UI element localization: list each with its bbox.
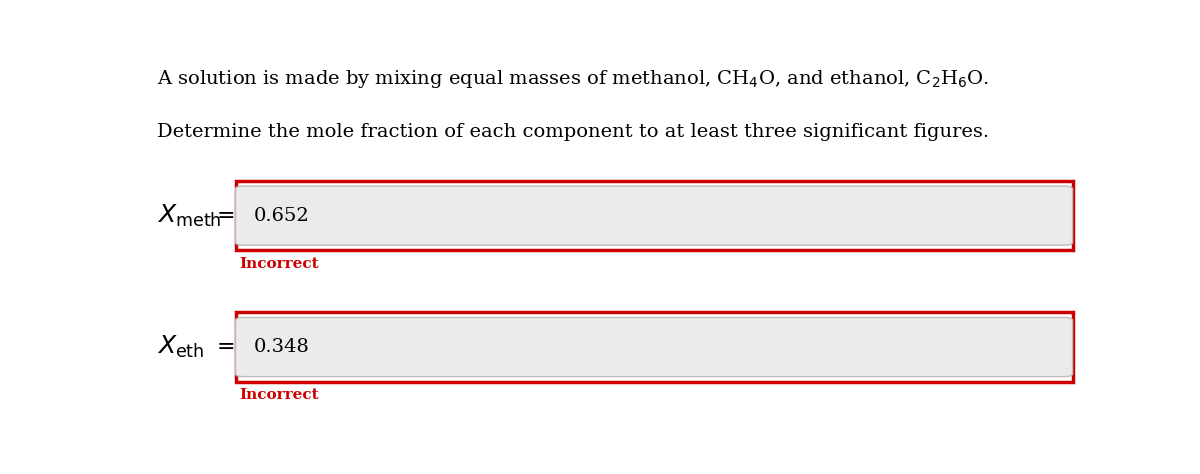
Text: $X_{\mathrm{meth}}$: $X_{\mathrm{meth}}$: [157, 202, 222, 229]
Text: =: =: [217, 336, 235, 358]
Text: Incorrect: Incorrect: [239, 388, 319, 402]
FancyBboxPatch shape: [235, 318, 1073, 377]
Text: 0.652: 0.652: [254, 207, 310, 225]
FancyBboxPatch shape: [235, 312, 1073, 382]
Text: Determine the mole fraction of each component to at least three significant figu: Determine the mole fraction of each comp…: [157, 123, 990, 141]
Text: =: =: [217, 205, 235, 227]
Text: Incorrect: Incorrect: [239, 257, 319, 271]
FancyBboxPatch shape: [235, 186, 1073, 245]
Text: 0.348: 0.348: [254, 338, 310, 356]
Text: $X_{\mathrm{eth}}$: $X_{\mathrm{eth}}$: [157, 334, 205, 360]
Text: A solution is made by mixing equal masses of methanol, CH$_4$O, and ethanol, C$_: A solution is made by mixing equal masse…: [157, 68, 990, 90]
FancyBboxPatch shape: [235, 181, 1073, 250]
